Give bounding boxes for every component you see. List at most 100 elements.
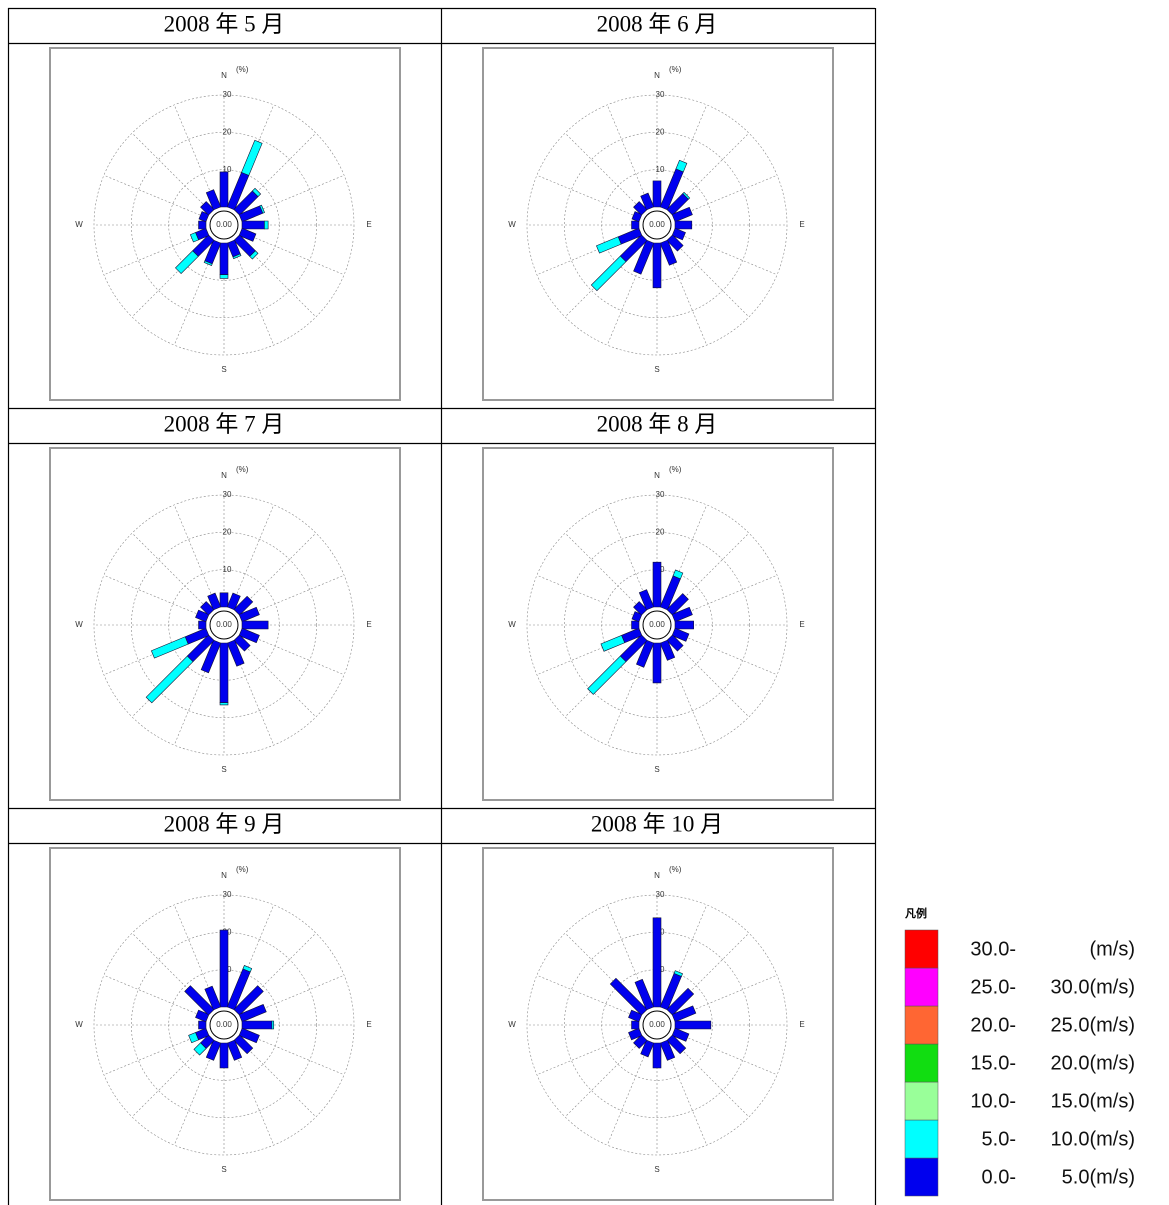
ring-label: 20: [656, 127, 665, 136]
spoke: [663, 241, 708, 346]
calm-circle: [209, 610, 239, 640]
spoke: [173, 504, 218, 609]
rose-segment: [195, 609, 210, 623]
rose-segment: [233, 595, 254, 616]
rose-segment: [633, 239, 655, 275]
rose-segment: [609, 977, 648, 1016]
spoke: [536, 974, 641, 1019]
legend-title: 凡例: [905, 906, 927, 920]
rose-segment: [652, 917, 662, 1008]
rose-segment: [205, 189, 222, 211]
ring-label: 10: [656, 165, 665, 174]
direction-label: W: [508, 620, 516, 629]
rose-segment: [672, 569, 684, 580]
ring: [131, 532, 317, 718]
spoke: [240, 974, 345, 1019]
rose-segment: [671, 1005, 697, 1023]
legend-to: 25.0(m/s): [1051, 1014, 1135, 1036]
rose-segment: [175, 250, 199, 274]
spoke: [673, 631, 778, 676]
rose-segment: [640, 192, 655, 211]
rose-segment: [666, 634, 684, 652]
spoke: [131, 932, 212, 1013]
rose-segment: [587, 655, 627, 695]
rose-segment: [640, 1039, 655, 1058]
spoke: [663, 504, 708, 609]
calm-label: 0.00: [649, 620, 665, 629]
direction-label: S: [221, 1165, 226, 1174]
spoke: [673, 174, 778, 219]
spoke: [564, 132, 645, 213]
rose-segment: [674, 620, 694, 630]
rose-segment: [219, 242, 229, 276]
spoke: [103, 574, 208, 619]
ring-label: 20: [656, 527, 665, 536]
legend-from: 20.0-: [970, 1014, 1016, 1036]
chart-title: 2008 年 10 月: [591, 811, 723, 836]
unit-label: (%): [669, 65, 682, 74]
rose-segment: [238, 227, 257, 242]
ring-label: 30: [656, 890, 665, 899]
table-grid: [7, 7, 877, 1205]
rose-segment: [203, 260, 213, 266]
legend-swatch: [904, 1043, 939, 1083]
legend-from: 0.0-: [982, 1166, 1016, 1188]
rose-segment: [242, 965, 253, 973]
rose-segment: [205, 1039, 222, 1061]
rose-segment: [652, 561, 662, 608]
ring: [93, 494, 355, 756]
direction-label: N: [654, 71, 660, 80]
rose-segment: [666, 593, 689, 616]
spoke: [240, 1031, 345, 1076]
spoke: [131, 132, 212, 213]
calm-circle: [209, 1010, 239, 1040]
rose-segment: [233, 1034, 254, 1055]
rose-segment: [666, 987, 695, 1016]
rose-segment: [188, 1032, 199, 1044]
rose-segment: [219, 171, 229, 208]
rose-segment: [193, 1042, 207, 1056]
direction-label: N: [221, 471, 227, 480]
legend-to: (m/s): [1089, 938, 1135, 960]
spoke: [240, 574, 345, 619]
spoke: [536, 1031, 641, 1076]
plot-frame: [482, 847, 834, 1201]
rose-segment: [590, 255, 627, 292]
spoke: [103, 231, 208, 276]
legend-swatch: [904, 1157, 939, 1197]
spoke: [131, 532, 212, 613]
spoke: [230, 504, 275, 609]
rose-segment: [251, 187, 262, 198]
rose-segment: [633, 201, 648, 216]
spoke: [103, 974, 208, 1019]
spoke: [131, 1037, 212, 1118]
ring: [526, 894, 788, 1156]
direction-label: E: [366, 620, 371, 629]
direction-label: N: [221, 71, 227, 80]
spoke: [230, 904, 275, 1009]
ring-label: 30: [656, 490, 665, 499]
rose-segment: [189, 232, 199, 243]
rose-segment: [631, 211, 643, 223]
ring: [564, 532, 750, 718]
rose-segment: [184, 985, 215, 1016]
ring-label: 10: [223, 565, 232, 574]
rose-segment: [674, 1020, 712, 1030]
spoke: [606, 504, 651, 609]
spoke: [536, 631, 641, 676]
calm-circle: [642, 1010, 672, 1040]
calm-circle: [642, 210, 672, 240]
spoke: [606, 1041, 651, 1146]
rose-segment: [633, 1034, 648, 1049]
legend-to: 5.0(m/s): [1062, 1166, 1135, 1188]
rose-segment: [226, 592, 241, 611]
legend-to: 10.0(m/s): [1051, 1128, 1135, 1150]
spoke: [236, 132, 317, 213]
rose-segment: [271, 1020, 275, 1030]
direction-label: S: [654, 1165, 659, 1174]
legend-from: 30.0-: [970, 938, 1016, 960]
ring: [93, 94, 355, 356]
unit-label: (%): [236, 865, 249, 874]
